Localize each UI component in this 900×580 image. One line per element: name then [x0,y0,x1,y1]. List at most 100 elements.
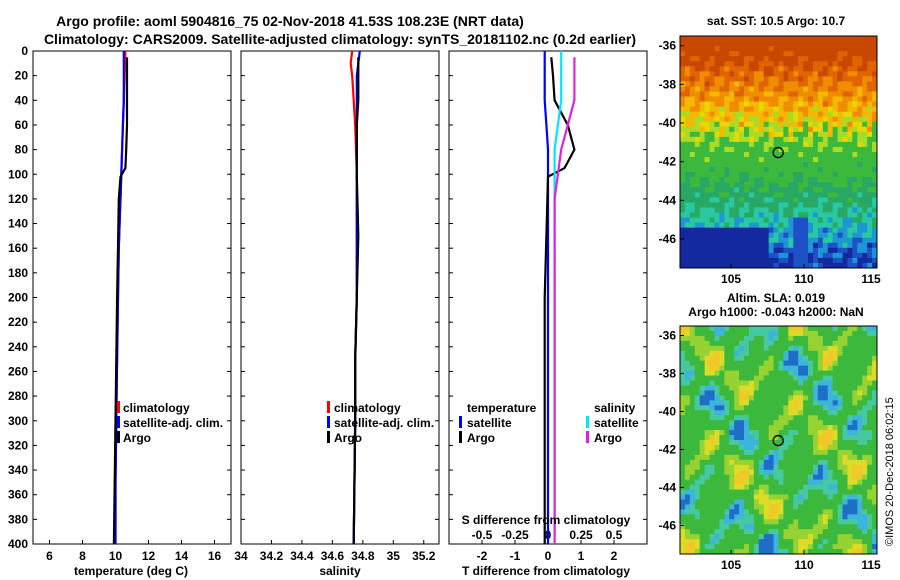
sst-map-cell [758,126,765,133]
sla-map-cell [842,420,848,426]
sst-map-xtick-label: 115 [861,272,881,286]
sla-map-cell [837,385,843,391]
sst-map-cell [822,71,829,77]
sst-map-cell [719,187,725,193]
sst-map-cell [852,197,858,203]
sla-map-cell [739,484,745,490]
sla-map-cell [714,350,720,357]
sla-map-cell [872,469,878,476]
sst-map-cell [783,61,789,67]
sst-map-cell [753,51,760,57]
sst-map-cell [808,157,814,163]
sla-map-cell [680,390,686,396]
sla-map-cell [852,459,858,466]
sst-map-cell [847,182,853,188]
sla-map-cell [842,524,848,530]
sst-map-cell [837,257,843,264]
sst-map-cell [680,252,686,259]
sst-map-cell [857,41,863,47]
sst-map-cell [753,146,760,153]
sla-map-cell [729,519,735,525]
legend-label-s-satellite: satellite [594,416,639,430]
sst-map-cell [827,152,834,158]
sla-map-cell [872,539,878,545]
sla-map-cell [714,449,720,456]
sst-map-cell [758,242,765,249]
sla-map-cell [744,440,750,446]
sla-map-cell [684,529,691,535]
sla-map-cell [832,380,838,386]
sst-map-cell [689,197,696,203]
sla-map-cell [808,464,814,471]
sla-map-cell [832,340,838,347]
sst-map-cell [783,262,789,269]
sst-map-cell [744,187,750,193]
sla-map-cell [763,400,770,406]
sla-map-cell [812,415,819,421]
sla-map-cell [842,405,848,411]
sst-map-cell [808,36,814,42]
sla-map-cell [783,365,789,372]
sst-map-cell [827,202,834,208]
sla-map-cell [783,440,789,446]
sst-map-cell [689,66,696,72]
sst-map-cell [734,71,740,77]
imos-watermark: ©IMOS 20-Dec-2018 06:02:15 [884,397,896,546]
sla-map-cell [689,415,696,421]
sst-map-cell [680,212,686,218]
sst-map-cell [714,81,720,87]
sla-map-cell [842,440,848,446]
sst-map-cell [842,146,848,153]
sla-map-cell [694,390,701,396]
sla-map-cell [847,524,853,530]
sst-map-cell [768,252,774,259]
sst-map-cell [862,106,868,113]
sst-map-cell [822,81,829,87]
sla-map-cell [744,425,750,431]
sla-map-cell [832,375,838,381]
sla-map-cell [837,350,843,357]
sla-map-cell [739,400,745,406]
sla-map-cell [817,539,824,545]
sla-map-cell [694,440,701,446]
sla-map-cell [847,529,853,535]
sst-map-cell [714,152,720,158]
sla-map-cell [763,444,770,451]
sst-map-cell [817,187,824,193]
sla-map-cell [847,514,853,520]
sst-map-cell [773,96,779,102]
sla-map-cell [689,529,696,535]
sst-map-cell [744,222,750,229]
sst-map-cell [684,247,691,254]
sst-map-cell [837,162,843,168]
sla-map-cell [808,370,814,376]
sla-map-cell [729,479,735,486]
sla-map-cell [739,444,745,451]
sla-map-cell [867,370,873,376]
sst-map-cell [709,167,715,173]
sst-map-cell [803,46,809,52]
sla-map-cell [753,484,760,490]
sst-map-cell [817,177,824,183]
sla-map-cell [734,489,740,495]
sla-map-cell [739,469,745,476]
sla-map-cell [729,370,735,376]
sla-map-cell [773,529,779,535]
sst-map-cell [857,61,863,67]
legend-swatch-satellite [117,416,120,428]
sst-map-cell [783,51,789,57]
sla-map-cell [689,370,696,376]
sst-map-cell [739,212,745,218]
sla-map-cell [793,499,799,505]
sst-map-cell [778,91,784,97]
sla-map-cell [758,330,765,337]
sst-map-cell [753,222,760,229]
sla-map-cell [867,529,873,535]
sst-map-cell [788,242,794,249]
sla-map-cell [793,326,799,332]
sst-map-cell [709,106,715,113]
sst-map-cell [709,182,715,188]
sla-map-cell [709,504,715,510]
sst-map-cell [842,207,848,213]
sst-map-cell [758,46,765,52]
